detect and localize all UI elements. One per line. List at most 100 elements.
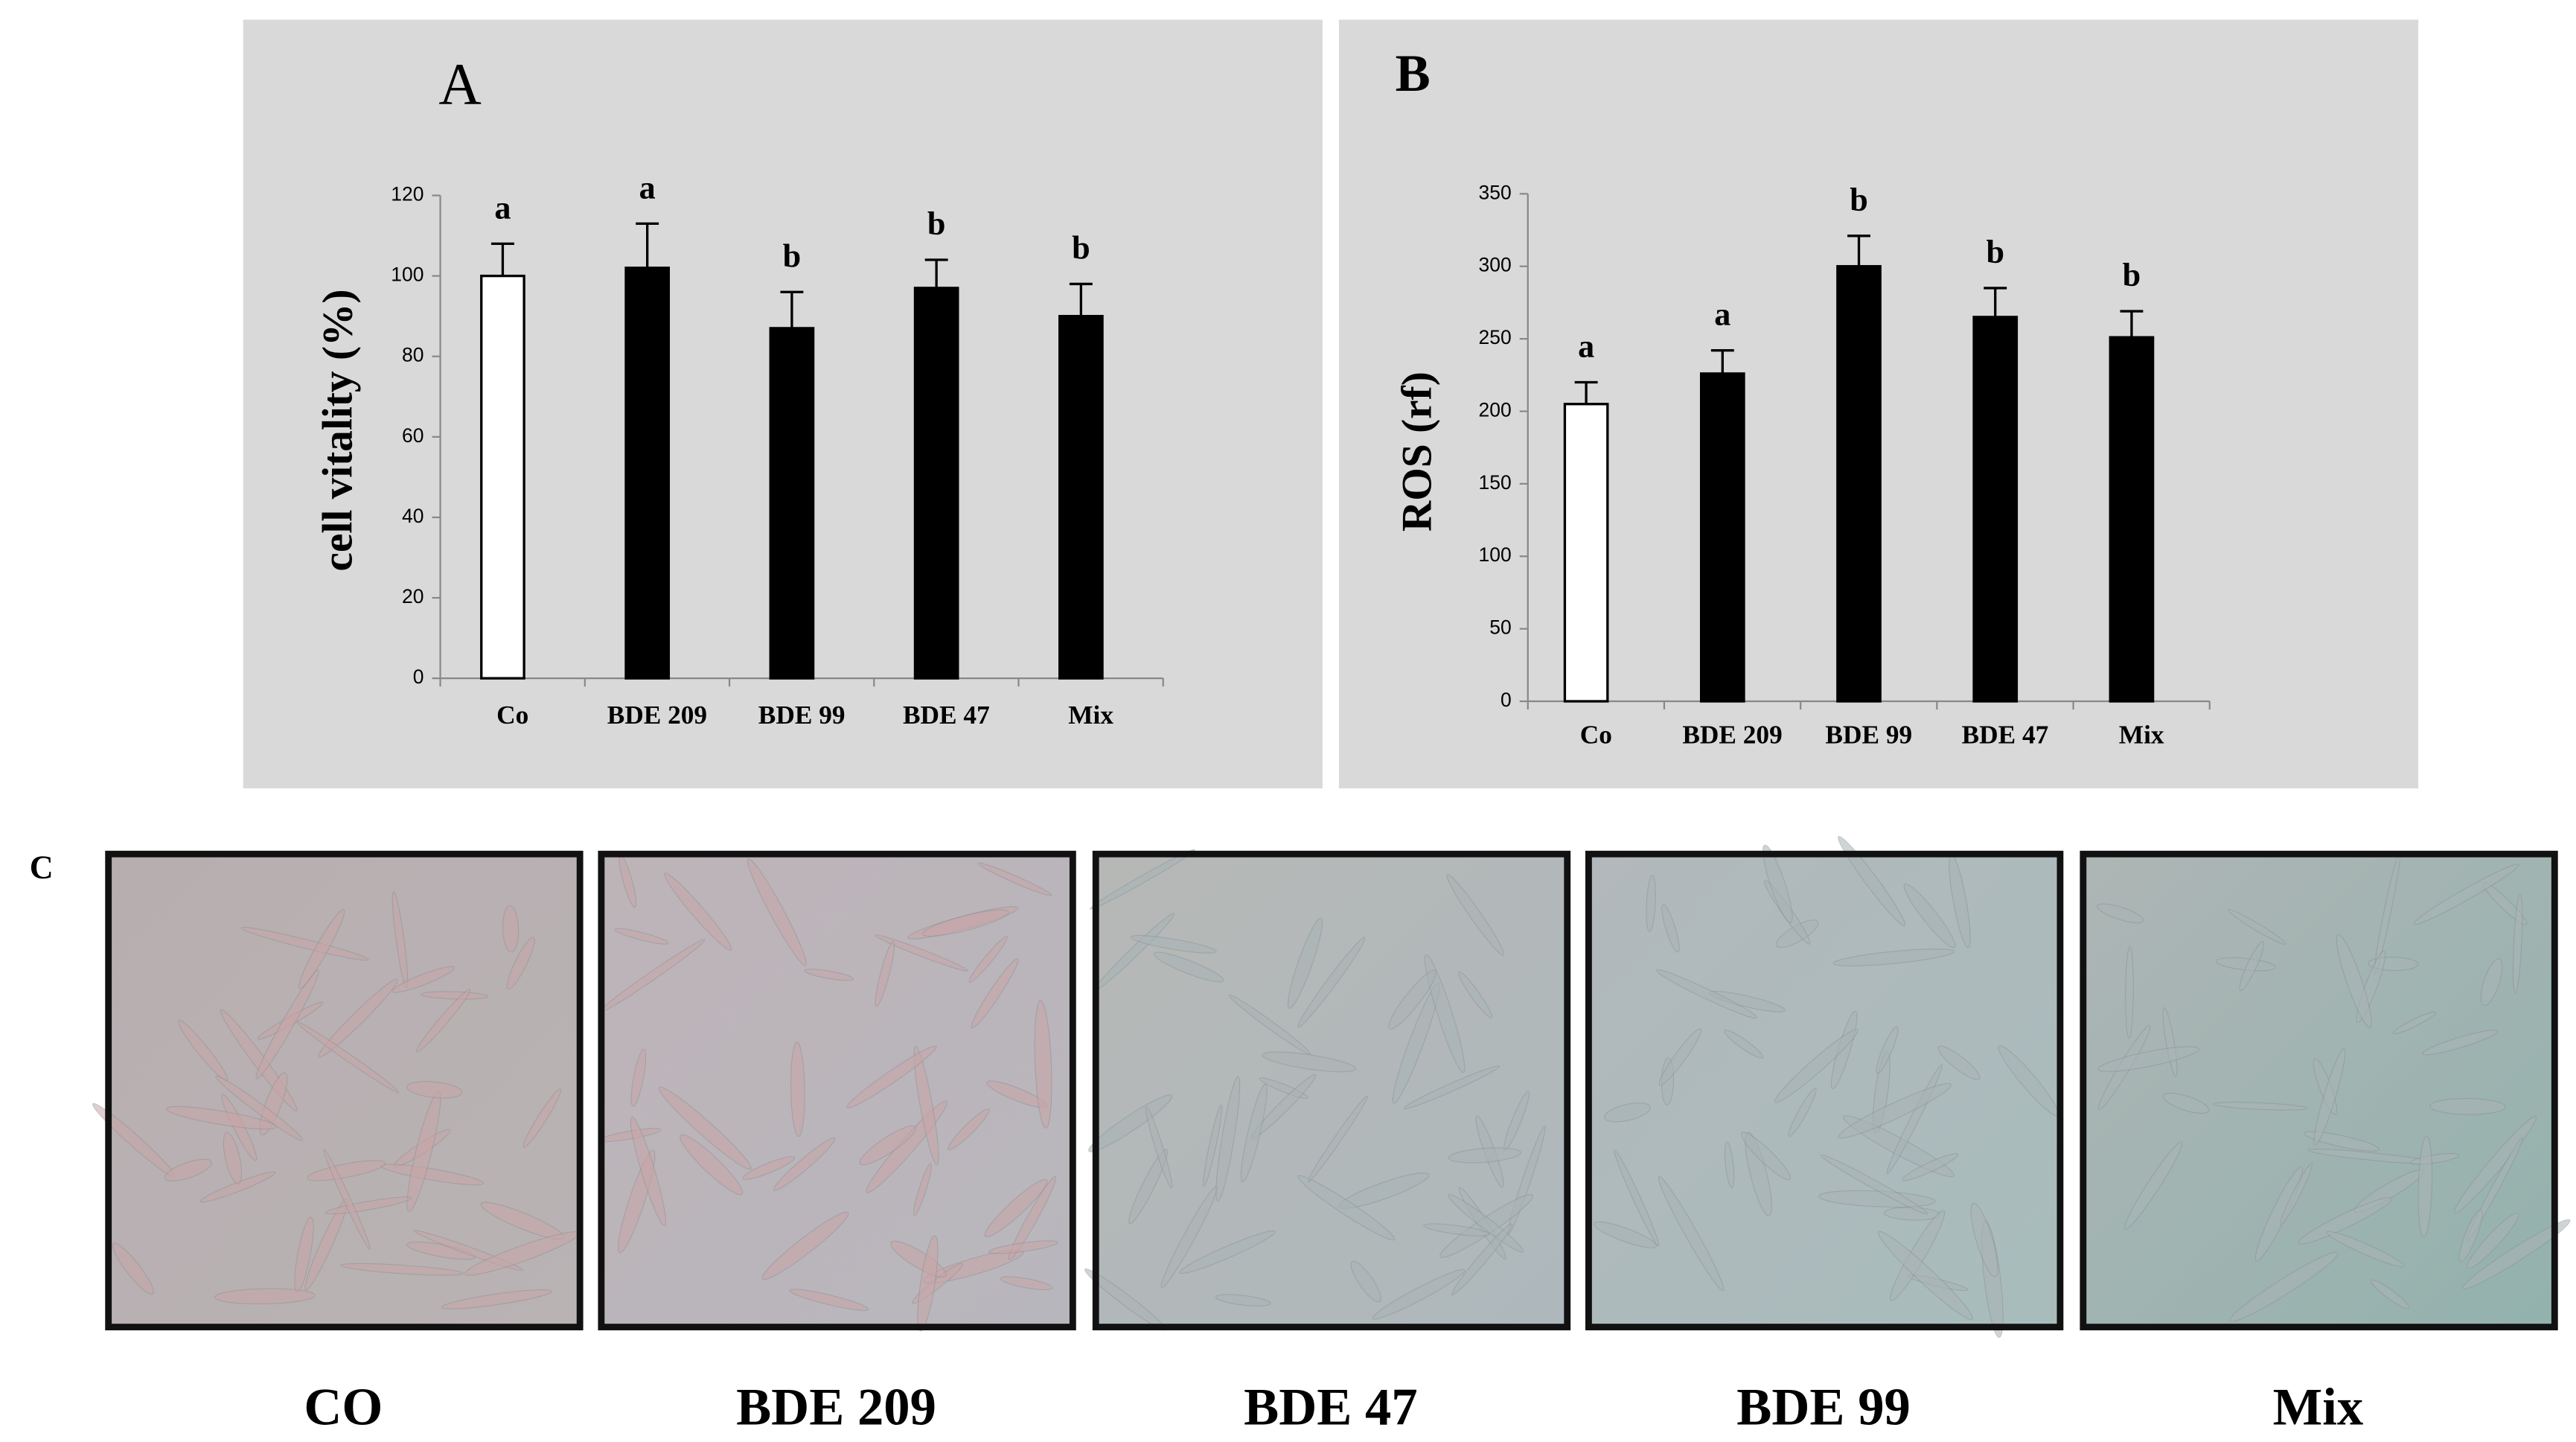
micrograph xyxy=(92,850,584,1330)
y-tick-label: 60 xyxy=(402,424,424,447)
bar xyxy=(1699,372,1745,703)
micrograph xyxy=(598,850,1076,1332)
cell xyxy=(165,1106,277,1130)
cell xyxy=(1604,1103,1652,1123)
y-axis-label: ROS (rf) xyxy=(1393,371,1440,532)
x-tick-label: Mix xyxy=(1068,701,1113,730)
cell xyxy=(1593,1221,1658,1248)
cell xyxy=(2313,1047,2346,1146)
y-tick-label: 100 xyxy=(1479,543,1512,566)
cell xyxy=(2304,1131,2380,1152)
cell xyxy=(2413,864,2519,925)
significance-letter: b xyxy=(1986,234,2004,270)
cell xyxy=(917,1235,939,1332)
cell xyxy=(1203,1104,1223,1187)
micrograph xyxy=(1084,849,1571,1331)
cell xyxy=(2422,1030,2498,1056)
cell xyxy=(441,1289,553,1309)
cell xyxy=(1000,1276,1053,1290)
y-tick-label: 250 xyxy=(1479,326,1512,348)
cell xyxy=(1446,873,1504,956)
cell xyxy=(761,1211,849,1280)
cell xyxy=(1153,951,1224,983)
cell xyxy=(1970,1202,1998,1277)
cell xyxy=(1088,1094,1172,1152)
cell xyxy=(742,1156,796,1180)
cell xyxy=(506,937,535,990)
cell xyxy=(1745,1132,1772,1216)
y-tick-label: 80 xyxy=(402,344,424,366)
x-tick-label: BDE 99 xyxy=(1825,721,1912,750)
x-tick-label: BDE 99 xyxy=(758,701,846,730)
bar xyxy=(913,287,959,680)
bar xyxy=(1563,403,1609,703)
x-tick-label: BDE 209 xyxy=(607,701,707,730)
x-tick-label: Co xyxy=(1580,721,1612,750)
cell xyxy=(1878,1231,1973,1321)
y-tick-label: 200 xyxy=(1479,398,1512,421)
cell xyxy=(984,1178,1048,1237)
cell xyxy=(1297,1175,1396,1241)
significance-letter: b xyxy=(783,237,802,274)
cell xyxy=(1424,954,1466,1073)
micrograph-bg xyxy=(601,854,1073,1327)
cell xyxy=(391,966,455,993)
cell xyxy=(658,1086,752,1170)
cell xyxy=(2392,1011,2437,1035)
cell xyxy=(1724,1141,1735,1189)
cell xyxy=(846,1045,937,1108)
cell xyxy=(2097,903,2144,924)
y-tick-label: 120 xyxy=(391,183,424,205)
cell xyxy=(1902,1153,1959,1181)
cell xyxy=(1228,994,1311,1055)
bar xyxy=(1972,316,2019,703)
cell xyxy=(2239,941,2265,992)
cell xyxy=(1838,836,1906,927)
cell xyxy=(406,1081,463,1099)
cell xyxy=(1646,875,1656,932)
cell xyxy=(1740,1132,1792,1181)
cell xyxy=(2467,1213,2519,1269)
micrograph-bg xyxy=(108,854,581,1327)
micrograph-frame xyxy=(1585,850,2064,1330)
cell xyxy=(747,858,807,966)
cell xyxy=(922,909,1009,937)
panel-label: C xyxy=(30,849,54,885)
cell xyxy=(2417,1135,2433,1238)
cell xyxy=(913,1163,932,1216)
cell xyxy=(680,1134,744,1196)
significance-letter: a xyxy=(1714,296,1730,333)
micrograph-bg xyxy=(2083,854,2555,1327)
significance-letter: b xyxy=(927,205,946,242)
cell xyxy=(2162,1092,2210,1114)
cell xyxy=(522,1088,562,1148)
cell xyxy=(1876,1026,1899,1074)
cell xyxy=(913,1046,939,1166)
cell xyxy=(2125,945,2134,1039)
cell xyxy=(788,1289,869,1311)
cell xyxy=(1297,937,1366,1028)
cell xyxy=(2336,934,2372,1028)
cell xyxy=(296,1021,400,1094)
cell xyxy=(875,940,895,1007)
cell xyxy=(1090,849,1195,910)
significance-letter: b xyxy=(1072,229,1090,266)
cell xyxy=(2326,1231,2405,1268)
bar xyxy=(480,274,525,680)
cell xyxy=(2228,909,2286,945)
cell xyxy=(1215,1076,1241,1202)
cell xyxy=(306,1160,386,1181)
micrograph-frame xyxy=(105,850,584,1330)
micrograph-frame xyxy=(598,850,1076,1330)
x-tick-label: BDE 47 xyxy=(903,701,990,730)
y-tick-label: 100 xyxy=(391,264,424,286)
cell xyxy=(2480,958,2503,1006)
cell xyxy=(1458,971,1492,1018)
y-tick-label: 350 xyxy=(1479,181,1512,203)
significance-letter: a xyxy=(639,169,656,205)
image-label: BDE 47 xyxy=(1244,1379,1418,1437)
x-tick-label: Mix xyxy=(2119,721,2164,750)
panel-title: A xyxy=(438,52,481,118)
cell xyxy=(1403,1065,1500,1109)
